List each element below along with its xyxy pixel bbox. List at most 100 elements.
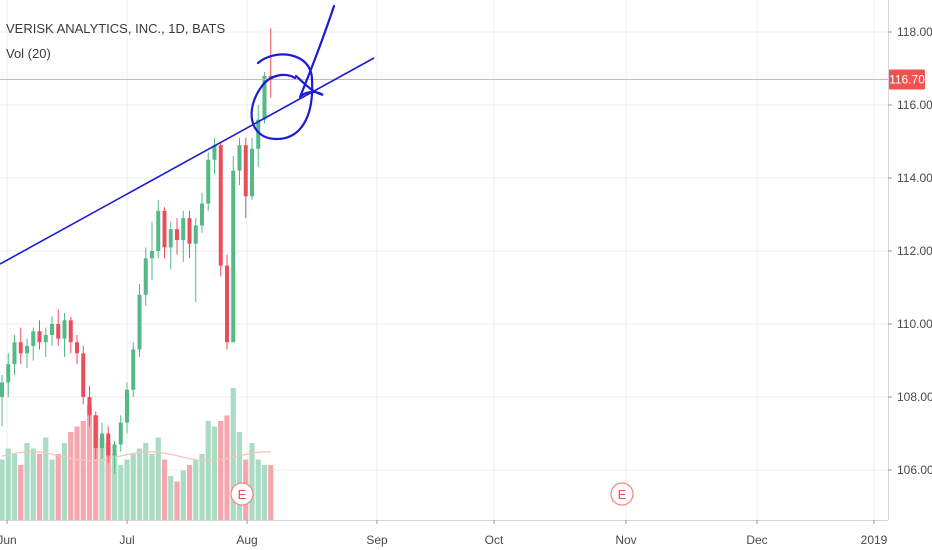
volume-bar: [130, 454, 136, 520]
price-tick-label: 114.00: [897, 171, 932, 185]
volume-bar: [249, 443, 255, 520]
volume-bar: [68, 432, 74, 520]
trendline[interactable]: [0, 57, 375, 265]
volume-bar: [24, 443, 30, 520]
candle: [181, 210, 186, 262]
candle-body: [175, 229, 179, 241]
volume-bar: [218, 421, 224, 520]
volume-bar: [0, 459, 5, 520]
earnings-event-circle: [230, 482, 254, 506]
candle: [93, 411, 98, 460]
candle: [212, 137, 217, 175]
price-tick-label: 110.00: [897, 317, 932, 331]
candle-body: [193, 225, 198, 244]
volume-bar: [230, 388, 236, 520]
circle-annotation[interactable]: [250, 53, 314, 141]
volume-bar: [93, 415, 99, 520]
price-tick-label: 112.00: [897, 244, 932, 258]
candle: [187, 210, 192, 259]
candle: [262, 72, 267, 124]
candle: [237, 137, 242, 186]
volume-bar: [268, 465, 274, 520]
candle-body: [25, 345, 29, 354]
volume-bar: [199, 454, 205, 520]
volume-bar: [61, 443, 68, 520]
candle: [18, 327, 23, 365]
candle-body: [6, 364, 11, 383]
candle: [37, 320, 42, 350]
candle: [268, 28, 273, 98]
candle: [106, 426, 111, 463]
volume-indicator-label[interactable]: Vol (20): [6, 46, 51, 61]
candle: [156, 199, 161, 259]
last-price-tag-label: 116.70: [889, 72, 925, 86]
time-axis[interactable]: Jun Jul Aug Sep Oct Nov Dec 2019: [0, 520, 888, 547]
chart-title: VERISK ANALYTICS, INC., 1D, BATS: [6, 21, 226, 36]
check-mark-annotation[interactable]: [294, 4, 336, 99]
volume-bar: [30, 448, 36, 520]
candle: [56, 309, 61, 346]
candle: [256, 105, 261, 168]
time-tick-label: Jul: [119, 533, 134, 547]
time-tick-label: Dec: [746, 533, 767, 547]
volume-bar: [205, 421, 211, 520]
candle-body: [68, 320, 73, 343]
candle-body: [225, 265, 229, 343]
candle-body: [50, 324, 54, 335]
volume-bar: [5, 448, 11, 520]
time-tick-label: Sep: [366, 533, 388, 547]
volume-bar: [11, 454, 18, 520]
volume-bars: [0, 388, 274, 520]
candle: [231, 156, 236, 343]
volume-bar: [124, 459, 130, 520]
volume-bar: [74, 426, 80, 520]
candle-body: [0, 382, 4, 397]
volume-bar: [161, 459, 168, 520]
earnings-event-marker[interactable]: E: [610, 482, 634, 506]
candle-body: [143, 258, 148, 295]
volume-bar: [49, 459, 55, 520]
earnings-event-label: E: [238, 487, 247, 502]
volume-bar: [255, 459, 261, 520]
drawing-annotations[interactable]: [0, 4, 375, 265]
candle-body: [100, 433, 104, 449]
volume-bar: [155, 437, 161, 520]
candle-body: [150, 251, 154, 259]
candle: [50, 316, 54, 346]
candle: [143, 247, 148, 306]
volume-bar: [80, 421, 86, 520]
time-tick-label: Oct: [485, 533, 504, 547]
candle-body: [181, 218, 186, 241]
candle: [118, 415, 123, 452]
candle-body: [262, 75, 267, 120]
volume-bar: [224, 415, 230, 520]
candle-body: [93, 415, 98, 449]
candle: [150, 221, 154, 281]
earnings-event-marker[interactable]: E: [230, 482, 254, 506]
candle-body: [118, 422, 123, 445]
volume-bar: [143, 443, 149, 520]
candle: [206, 152, 211, 211]
volume-bar: [105, 443, 111, 520]
volume-bar: [86, 404, 93, 520]
price-axis[interactable]: 106.00 108.00 110.00 112.00 114.00 116.00 118.…: [888, 0, 932, 520]
candle-body: [218, 145, 223, 266]
candle: [162, 207, 167, 259]
candle-body: [37, 331, 42, 343]
volume-bar: [99, 437, 105, 520]
volume-bar: [186, 465, 193, 520]
price-tick-label: 116.00: [897, 98, 932, 112]
last-price-tag: 116.70: [889, 69, 925, 90]
volume-bar: [43, 437, 49, 520]
volume-bar: [261, 465, 268, 520]
volume-bar: [180, 470, 186, 520]
earnings-event-circle: [610, 482, 634, 506]
candle-body: [75, 342, 79, 354]
candle-body: [237, 145, 242, 171]
volume-bar: [211, 426, 218, 520]
candle: [81, 345, 86, 405]
candle: [31, 327, 36, 361]
candle: [68, 316, 73, 354]
